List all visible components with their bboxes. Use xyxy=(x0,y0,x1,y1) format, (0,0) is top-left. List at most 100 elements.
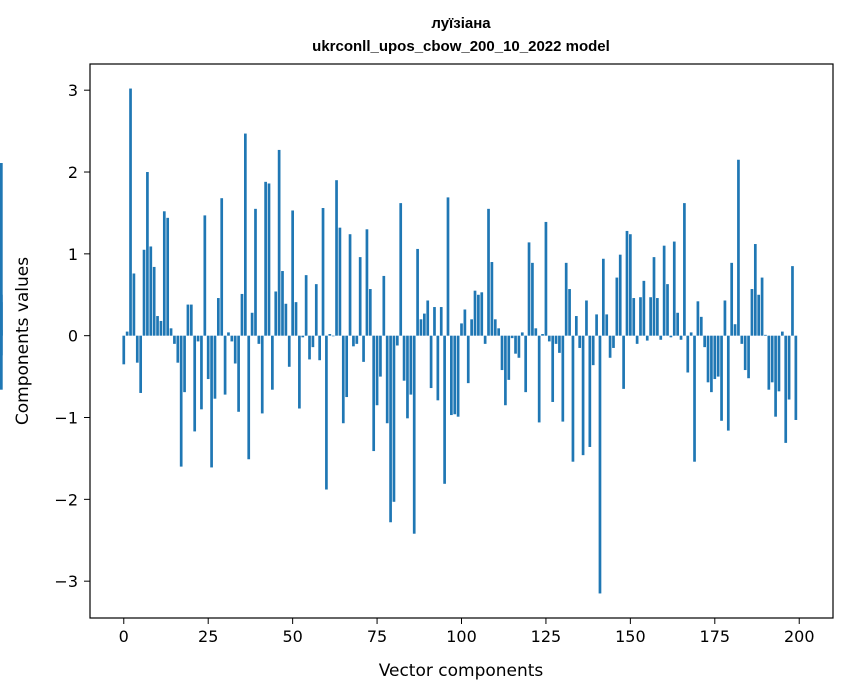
bar xyxy=(244,133,247,336)
bar xyxy=(493,319,497,336)
bar xyxy=(287,335,291,367)
bar xyxy=(453,335,457,415)
bar xyxy=(730,262,734,336)
bar xyxy=(787,335,791,400)
bar xyxy=(216,298,220,336)
bar xyxy=(710,335,713,393)
bar xyxy=(780,331,784,336)
bar xyxy=(250,312,254,336)
bar xyxy=(257,335,261,344)
bar xyxy=(159,320,163,336)
bar xyxy=(625,230,629,336)
y-tick-label: −1 xyxy=(54,409,78,428)
bar xyxy=(189,304,193,336)
bar xyxy=(304,275,308,336)
bar xyxy=(595,314,598,336)
bar xyxy=(679,335,683,340)
y-tick-label: 2 xyxy=(68,163,78,182)
bar xyxy=(581,335,585,456)
bar xyxy=(223,335,227,395)
bar xyxy=(473,290,477,336)
bar xyxy=(129,88,132,336)
bar xyxy=(399,203,403,336)
bar xyxy=(368,289,372,336)
bar xyxy=(757,294,761,336)
bar xyxy=(612,335,615,348)
bar xyxy=(527,242,531,336)
bar xyxy=(247,335,251,460)
bar xyxy=(325,335,328,490)
bar xyxy=(186,304,190,336)
bar xyxy=(271,335,274,390)
bar xyxy=(490,262,494,336)
bar xyxy=(152,266,156,336)
bar xyxy=(308,335,311,360)
bar xyxy=(726,335,730,431)
bar xyxy=(466,335,470,384)
bar xyxy=(608,335,612,358)
bar xyxy=(200,335,203,410)
bar xyxy=(601,258,605,336)
bar xyxy=(419,319,423,336)
bar xyxy=(574,316,578,336)
bar xyxy=(662,245,666,336)
bar xyxy=(689,332,693,336)
bar xyxy=(395,335,399,346)
bar xyxy=(615,277,619,336)
bar xyxy=(716,335,720,377)
bar xyxy=(686,335,690,373)
bar xyxy=(230,335,234,342)
bar xyxy=(703,335,707,348)
bar xyxy=(753,244,757,336)
bar xyxy=(149,246,153,336)
bar xyxy=(203,215,207,336)
bar xyxy=(423,313,426,336)
bar-series xyxy=(0,88,798,594)
bar xyxy=(206,335,210,380)
bar xyxy=(210,335,213,468)
bar xyxy=(487,208,490,336)
bar xyxy=(162,211,166,336)
bar xyxy=(338,227,342,336)
bar xyxy=(618,254,622,336)
bar xyxy=(135,335,139,363)
bar xyxy=(477,294,480,336)
bar xyxy=(227,332,230,336)
bar xyxy=(314,284,318,336)
bar xyxy=(348,234,352,336)
bar xyxy=(237,335,240,412)
bar xyxy=(645,335,649,341)
bar xyxy=(696,301,700,336)
bar xyxy=(298,335,301,409)
bar xyxy=(652,257,656,336)
x-tick-label: 125 xyxy=(531,627,562,646)
bar xyxy=(767,335,771,390)
bar xyxy=(450,335,453,416)
bar xyxy=(520,332,524,336)
bar xyxy=(764,334,767,336)
bar xyxy=(699,316,703,336)
bar xyxy=(433,307,436,336)
bar xyxy=(737,159,740,336)
bar xyxy=(740,335,744,344)
bar xyxy=(500,335,504,371)
bar xyxy=(541,334,544,336)
bar xyxy=(622,335,625,389)
bar xyxy=(379,335,382,377)
x-tick-label: 200 xyxy=(784,627,815,646)
x-tick-label: 175 xyxy=(700,627,731,646)
bar xyxy=(139,335,143,393)
bar xyxy=(460,323,463,336)
bar xyxy=(439,307,443,336)
bar xyxy=(723,300,727,336)
bar xyxy=(669,335,673,338)
bar xyxy=(794,335,798,420)
bar xyxy=(510,335,514,339)
x-axis-title: Vector components xyxy=(379,661,544,681)
bar xyxy=(605,314,609,336)
bar xyxy=(713,335,717,380)
bar xyxy=(554,335,558,344)
bar xyxy=(706,335,710,383)
bar xyxy=(385,335,389,424)
x-tick-label: 150 xyxy=(615,627,646,646)
